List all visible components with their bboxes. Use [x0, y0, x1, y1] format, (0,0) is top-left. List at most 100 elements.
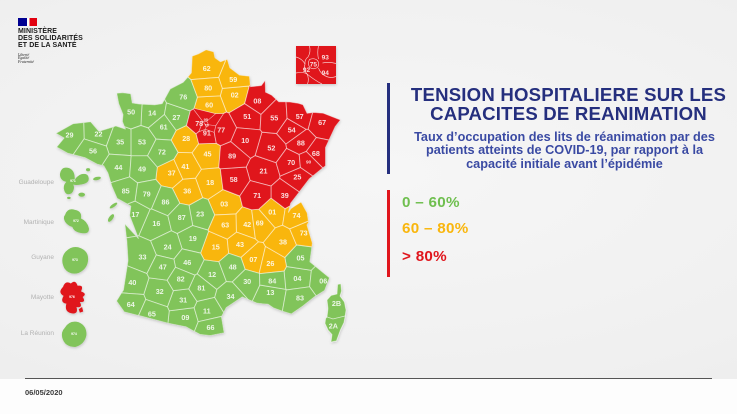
svg-text:14: 14 — [148, 109, 156, 118]
svg-text:32: 32 — [156, 287, 164, 296]
svg-text:56: 56 — [89, 147, 97, 156]
svg-text:06: 06 — [319, 277, 327, 286]
svg-text:76: 76 — [179, 93, 187, 102]
svg-text:40: 40 — [128, 278, 136, 287]
svg-text:79: 79 — [143, 189, 151, 198]
svg-text:12: 12 — [208, 270, 216, 279]
svg-text:21: 21 — [260, 167, 268, 176]
svg-text:60: 60 — [205, 100, 213, 109]
svg-text:65: 65 — [148, 310, 156, 319]
svg-text:974: 974 — [71, 332, 77, 336]
svg-text:36: 36 — [183, 186, 191, 195]
svg-text:16: 16 — [152, 219, 160, 228]
svg-text:86: 86 — [162, 197, 170, 206]
svg-text:2B: 2B — [332, 299, 341, 308]
svg-text:92: 92 — [303, 67, 311, 74]
svg-text:41: 41 — [181, 162, 189, 171]
svg-text:22: 22 — [95, 130, 103, 139]
svg-text:57: 57 — [296, 112, 304, 121]
svg-text:03: 03 — [220, 199, 228, 208]
svg-text:34: 34 — [227, 292, 235, 301]
svg-text:09: 09 — [181, 313, 189, 322]
svg-text:61: 61 — [160, 122, 168, 131]
svg-text:02: 02 — [231, 91, 239, 100]
svg-text:11: 11 — [203, 307, 211, 316]
svg-text:89: 89 — [228, 152, 236, 161]
svg-text:88: 88 — [297, 138, 305, 147]
svg-text:70: 70 — [287, 158, 295, 167]
svg-text:24: 24 — [164, 242, 172, 251]
svg-text:30: 30 — [243, 277, 251, 286]
svg-text:82: 82 — [177, 274, 185, 283]
svg-text:75: 75 — [310, 62, 318, 69]
svg-text:13: 13 — [266, 288, 274, 297]
svg-text:19: 19 — [189, 234, 197, 243]
svg-text:67: 67 — [318, 118, 326, 127]
svg-text:35: 35 — [116, 138, 124, 147]
svg-text:54: 54 — [288, 126, 296, 135]
svg-text:27: 27 — [172, 113, 180, 122]
svg-text:78: 78 — [195, 119, 203, 128]
svg-text:10: 10 — [241, 136, 249, 145]
svg-text:26: 26 — [266, 259, 274, 268]
svg-text:50: 50 — [127, 107, 135, 116]
svg-text:83: 83 — [296, 293, 304, 302]
svg-text:18: 18 — [206, 178, 214, 187]
svg-text:25: 25 — [293, 173, 301, 182]
svg-text:04: 04 — [293, 274, 301, 283]
svg-text:49: 49 — [138, 165, 146, 174]
svg-text:85: 85 — [122, 186, 130, 195]
svg-text:81: 81 — [197, 284, 205, 293]
svg-text:80: 80 — [204, 83, 212, 92]
svg-text:971: 971 — [70, 179, 76, 183]
svg-text:95: 95 — [204, 117, 209, 122]
svg-text:55: 55 — [270, 114, 278, 123]
svg-text:47: 47 — [159, 263, 167, 272]
svg-text:84: 84 — [268, 277, 276, 286]
svg-text:38: 38 — [279, 237, 287, 246]
svg-text:29: 29 — [66, 130, 74, 139]
svg-text:91: 91 — [203, 128, 211, 137]
svg-text:63: 63 — [221, 221, 229, 230]
svg-text:972: 972 — [73, 219, 79, 223]
svg-text:44: 44 — [114, 163, 122, 172]
svg-text:05: 05 — [297, 254, 305, 263]
svg-text:51: 51 — [243, 112, 251, 121]
svg-text:68: 68 — [312, 149, 320, 158]
svg-text:46: 46 — [183, 258, 191, 267]
svg-text:71: 71 — [253, 191, 261, 200]
svg-text:01: 01 — [268, 207, 276, 216]
svg-text:66: 66 — [207, 323, 215, 332]
svg-text:77: 77 — [217, 126, 225, 135]
svg-text:08: 08 — [253, 97, 261, 106]
svg-text:45: 45 — [204, 150, 212, 159]
svg-text:23: 23 — [196, 210, 204, 219]
svg-text:2A: 2A — [329, 322, 338, 331]
svg-text:37: 37 — [168, 168, 176, 177]
svg-text:973: 973 — [72, 258, 78, 262]
svg-text:17: 17 — [131, 210, 139, 219]
svg-text:31: 31 — [179, 296, 187, 305]
svg-text:72: 72 — [158, 148, 166, 157]
svg-text:93: 93 — [322, 55, 330, 62]
svg-text:69: 69 — [256, 218, 264, 227]
svg-text:94: 94 — [322, 70, 330, 77]
svg-text:64: 64 — [127, 300, 135, 309]
svg-text:42: 42 — [243, 220, 251, 229]
svg-text:52: 52 — [267, 144, 275, 153]
svg-text:28: 28 — [182, 134, 190, 143]
svg-text:53: 53 — [138, 138, 146, 147]
svg-text:976: 976 — [69, 295, 75, 299]
svg-text:73: 73 — [300, 229, 308, 238]
svg-text:39: 39 — [281, 191, 289, 200]
svg-text:75: 75 — [204, 123, 208, 127]
svg-text:58: 58 — [230, 175, 238, 184]
svg-text:59: 59 — [229, 75, 237, 84]
svg-text:87: 87 — [178, 213, 186, 222]
svg-text:90: 90 — [306, 160, 312, 165]
svg-text:15: 15 — [212, 243, 220, 252]
svg-text:43: 43 — [236, 240, 244, 249]
svg-text:07: 07 — [249, 255, 257, 264]
svg-text:48: 48 — [229, 262, 237, 271]
svg-text:74: 74 — [293, 211, 301, 220]
